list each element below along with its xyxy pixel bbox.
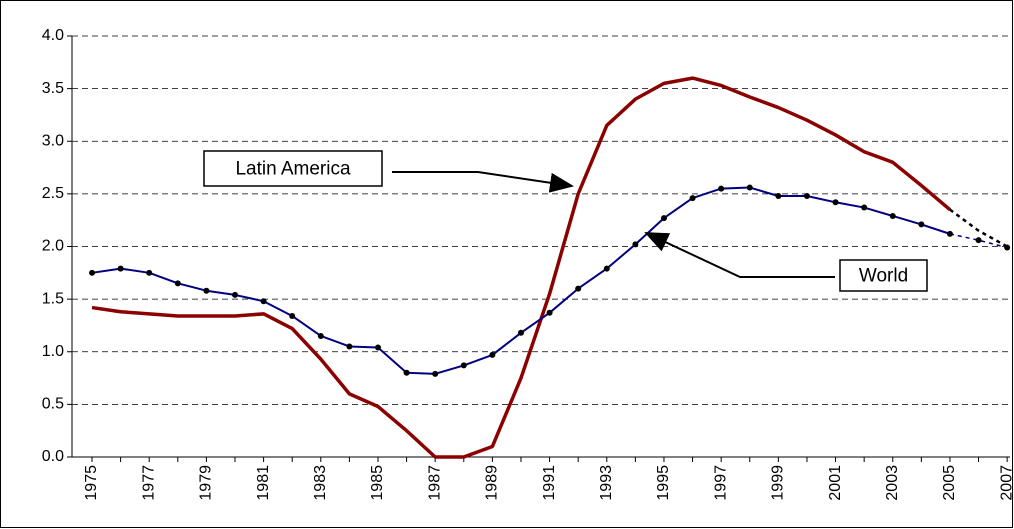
x-tick-label: 1987 bbox=[426, 465, 443, 501]
point bbox=[317, 332, 324, 339]
point bbox=[203, 287, 210, 294]
x-tick-label: 2007 bbox=[998, 465, 1014, 501]
point bbox=[689, 195, 696, 202]
point bbox=[1004, 244, 1011, 251]
x-tick-label: 1997 bbox=[712, 465, 729, 501]
point bbox=[517, 329, 524, 336]
point bbox=[660, 215, 667, 222]
y-tick-label: 1.0 bbox=[42, 343, 64, 360]
point bbox=[775, 192, 782, 199]
x-tick-label: 1975 bbox=[83, 465, 100, 501]
point bbox=[946, 230, 953, 237]
annotation-arrow bbox=[392, 171, 574, 193]
projected-line bbox=[949, 233, 1008, 249]
point bbox=[232, 291, 239, 298]
point bbox=[489, 351, 496, 358]
x-tick-label: 1983 bbox=[312, 465, 329, 501]
point bbox=[603, 265, 610, 272]
x-tick-label: 2001 bbox=[827, 465, 844, 501]
point bbox=[632, 241, 639, 248]
point bbox=[718, 185, 725, 192]
point bbox=[746, 184, 753, 191]
point bbox=[374, 344, 381, 351]
point bbox=[546, 309, 553, 316]
y-tick-label: 3.0 bbox=[42, 132, 64, 149]
annotation-box bbox=[203, 150, 383, 187]
x-tick-label: 2003 bbox=[884, 465, 901, 501]
x-tick-label: 1995 bbox=[655, 465, 672, 501]
x-tick-label: 1977 bbox=[140, 465, 157, 501]
y-tick-label: 2.0 bbox=[42, 238, 64, 255]
x-tick-label: 2005 bbox=[941, 465, 958, 501]
point bbox=[117, 265, 124, 272]
point bbox=[918, 221, 925, 228]
point bbox=[832, 199, 839, 206]
point bbox=[289, 312, 296, 319]
annotation-arrow bbox=[644, 232, 835, 278]
point bbox=[260, 298, 267, 305]
point bbox=[174, 280, 181, 287]
point bbox=[460, 362, 467, 369]
point bbox=[89, 269, 96, 276]
point bbox=[861, 204, 868, 211]
y-tick-label: 0.5 bbox=[42, 396, 64, 413]
y-tick-label: 4.0 bbox=[42, 27, 64, 44]
point bbox=[432, 370, 439, 377]
annotation-box bbox=[839, 259, 928, 292]
point bbox=[803, 192, 810, 199]
point bbox=[403, 369, 410, 376]
x-tick-label: 1981 bbox=[255, 465, 272, 501]
y-tick-label: 0.0 bbox=[42, 448, 64, 465]
series-line bbox=[91, 76, 952, 459]
point bbox=[889, 212, 896, 219]
point bbox=[575, 285, 582, 292]
x-tick-label: 1999 bbox=[770, 465, 787, 501]
point bbox=[346, 343, 353, 350]
x-tick-label: 1985 bbox=[369, 465, 386, 501]
projected-line bbox=[949, 208, 1008, 248]
annotation: Latin America bbox=[235, 159, 351, 180]
x-tick-label: 1979 bbox=[198, 465, 215, 501]
x-tick-label: 1993 bbox=[598, 465, 615, 501]
y-tick-label: 3.5 bbox=[42, 80, 64, 97]
point bbox=[975, 237, 982, 244]
point bbox=[146, 269, 153, 276]
y-tick-label: 1.5 bbox=[42, 290, 64, 307]
y-tick-label: 2.5 bbox=[42, 185, 64, 202]
x-tick-label: 1991 bbox=[541, 465, 558, 501]
x-tick-label: 1989 bbox=[484, 465, 501, 501]
annotation: World bbox=[859, 266, 908, 287]
